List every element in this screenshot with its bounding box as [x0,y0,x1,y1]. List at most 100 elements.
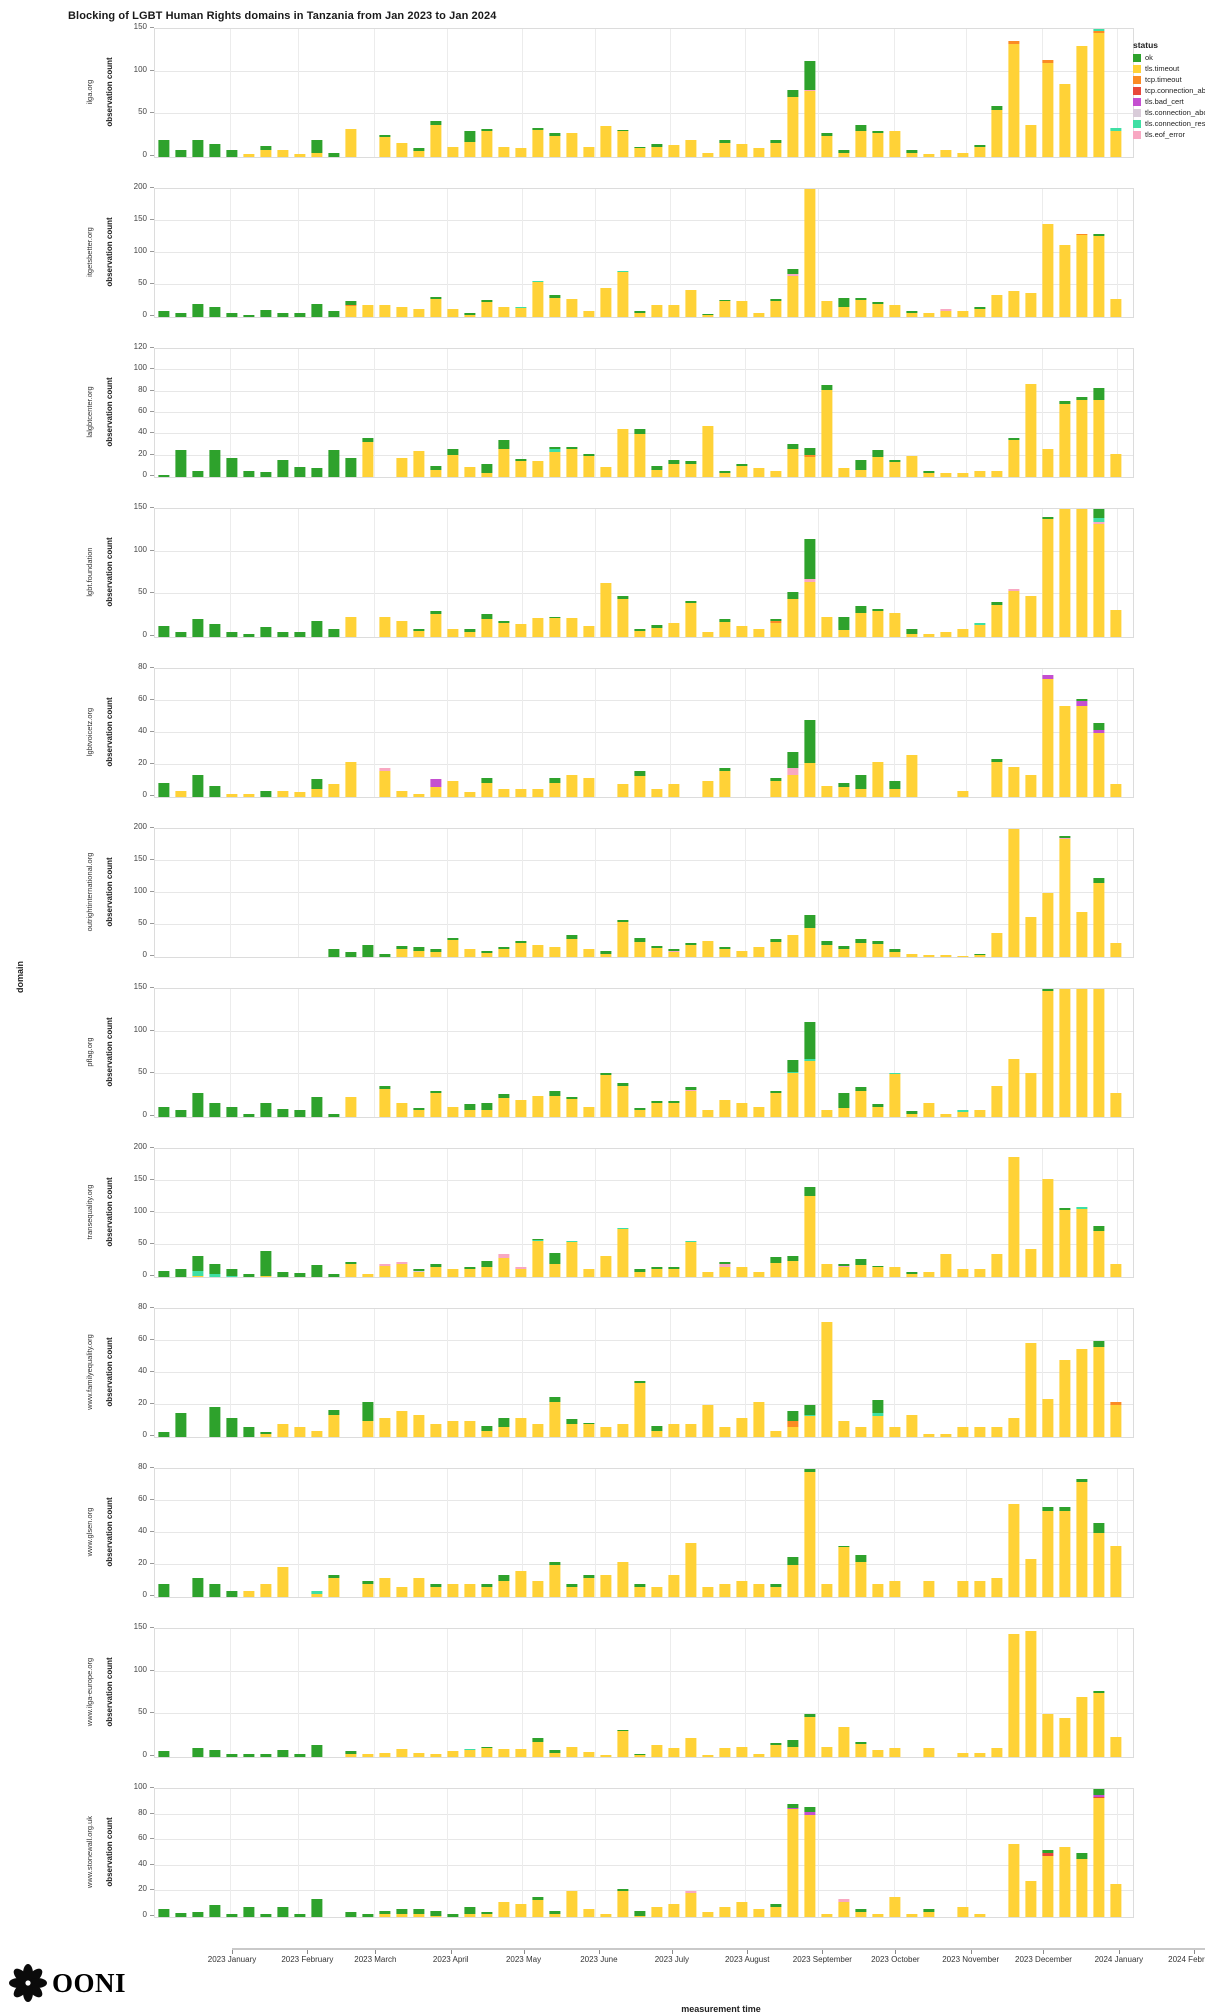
bar[interactable] [209,1103,220,1117]
bar[interactable] [1042,1179,1053,1277]
bar[interactable] [787,1740,798,1757]
bar[interactable] [753,1909,764,1917]
bar[interactable] [243,154,254,157]
bar[interactable] [447,309,458,317]
bar[interactable] [736,1103,747,1117]
bar[interactable] [464,1749,475,1757]
bar[interactable] [889,1427,900,1437]
bar[interactable] [855,1742,866,1757]
bar[interactable] [583,1423,594,1437]
bar[interactable] [872,1750,883,1757]
bar[interactable] [991,933,1002,957]
bar[interactable] [600,1575,611,1597]
bar[interactable] [685,1087,696,1117]
bar[interactable] [719,1100,730,1117]
bar[interactable] [1008,1157,1019,1277]
bar[interactable] [889,1581,900,1597]
bar[interactable] [158,1432,169,1437]
bar[interactable] [498,440,509,477]
bar[interactable] [311,1591,322,1597]
bar[interactable] [872,1914,883,1917]
bar[interactable] [328,1114,339,1117]
bar[interactable] [481,778,492,797]
bar[interactable] [906,755,917,797]
bar[interactable] [192,1578,203,1597]
bar[interactable] [940,309,951,317]
bar[interactable] [515,789,526,797]
bar[interactable] [736,1581,747,1597]
bar[interactable] [1042,60,1053,157]
bar[interactable] [1008,41,1019,157]
bar[interactable] [345,458,356,477]
bar[interactable] [549,1253,560,1277]
bar[interactable] [855,775,866,797]
bar[interactable] [974,1427,985,1437]
bar[interactable] [328,949,339,957]
bar[interactable] [583,147,594,157]
bar[interactable] [413,1753,424,1757]
bar[interactable] [311,1745,322,1757]
bar[interactable] [583,1909,594,1917]
bar[interactable] [498,789,509,797]
bar[interactable] [1076,699,1087,797]
bar[interactable] [600,467,611,477]
bar[interactable] [719,300,730,317]
bar[interactable] [532,281,543,317]
bar[interactable] [1025,1631,1036,1757]
bar[interactable] [719,1907,730,1917]
bar[interactable] [362,1914,373,1917]
bar[interactable] [600,1073,611,1117]
bar[interactable] [617,784,628,797]
bar[interactable] [430,1424,441,1437]
bar[interactable] [549,133,560,157]
bar[interactable] [175,1269,186,1277]
bar[interactable] [498,947,509,957]
bar[interactable] [957,1581,968,1597]
bar[interactable] [311,779,322,797]
bar[interactable] [464,467,475,477]
bar[interactable] [804,1807,815,1917]
bar[interactable] [481,1912,492,1917]
bar[interactable] [821,941,832,957]
bar[interactable] [464,131,475,157]
bar[interactable] [430,121,441,157]
bar[interactable] [464,629,475,637]
bar[interactable] [1025,775,1036,797]
bar[interactable] [277,1750,288,1757]
bar[interactable] [260,1584,271,1597]
bar[interactable] [906,456,917,477]
bar[interactable] [804,61,815,157]
bar[interactable] [617,920,628,957]
bar[interactable] [736,626,747,637]
bar[interactable] [1076,46,1087,157]
bar[interactable] [277,313,288,317]
bar[interactable] [1059,988,1070,1117]
bar[interactable] [1093,1691,1104,1757]
bar[interactable] [294,154,305,157]
bar[interactable] [668,623,679,637]
bar[interactable] [1025,917,1036,957]
bar[interactable] [736,1747,747,1757]
bar[interactable] [1093,878,1104,957]
bar[interactable] [804,1469,815,1597]
bar[interactable] [719,1262,730,1277]
bar[interactable] [923,313,934,317]
bar[interactable] [345,762,356,797]
bar[interactable] [685,943,696,957]
bar[interactable] [260,1432,271,1437]
bar[interactable] [872,450,883,477]
bar[interactable] [1110,1402,1121,1437]
bar[interactable] [430,779,441,797]
bar[interactable] [1059,245,1070,317]
bar[interactable] [277,1424,288,1437]
bar[interactable] [685,1424,696,1437]
bar[interactable] [583,778,594,797]
bar[interactable] [260,627,271,637]
bar[interactable] [974,1269,985,1277]
bar[interactable] [651,1907,662,1917]
bar[interactable] [787,1256,798,1277]
bar[interactable] [566,133,577,157]
bar[interactable] [617,271,628,317]
bar[interactable] [515,1267,526,1277]
bar[interactable] [974,623,985,637]
